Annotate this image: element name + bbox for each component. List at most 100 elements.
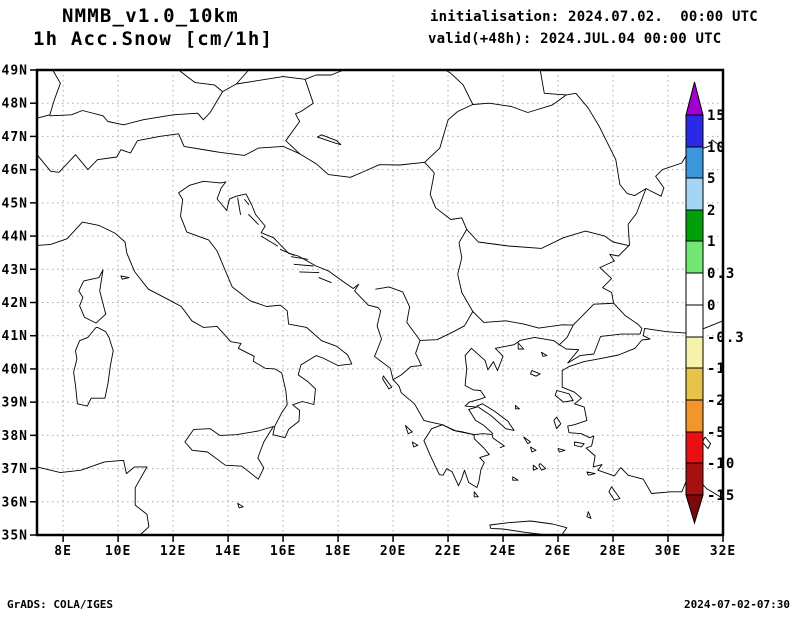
- map-island-peljesac: [318, 277, 332, 284]
- map-border-ukraine-vert: [539, 69, 567, 96]
- map-island-rhodes: [608, 486, 621, 501]
- y-axis-label: 37N: [2, 462, 28, 477]
- map-island-dugi: [260, 235, 279, 247]
- map-border-serbia-romania: [424, 161, 468, 230]
- map-coast-italy: [36, 180, 353, 439]
- y-axis-label: 35N: [2, 529, 28, 544]
- map-coast-thrace-marmara: [558, 302, 643, 364]
- map-border-czech-spur: [235, 69, 250, 85]
- map-island-skyros: [514, 405, 520, 410]
- colorbar-segment: [685, 177, 704, 211]
- map-island-malta: [237, 502, 244, 509]
- colorbar-arrow-up: [685, 81, 704, 116]
- x-axis-label: 28E: [600, 544, 626, 559]
- colorbar-segment: [685, 272, 704, 306]
- colorbar-segment: [685, 336, 704, 369]
- y-axis-label: 38N: [2, 429, 28, 444]
- colorbar-segment: [685, 462, 704, 496]
- map-island-zakynthos: [411, 441, 419, 448]
- map-island-ikaria: [557, 448, 566, 453]
- map-island-cres: [237, 197, 241, 215]
- map-island-naxos: [538, 463, 547, 471]
- map-lake-balaton: [316, 134, 342, 146]
- grads-credit: GrADS: COLA/IGES: [7, 598, 113, 611]
- colorbar-label: -2: [707, 393, 726, 409]
- map-coast-corsica: [78, 269, 107, 324]
- map-island-samos: [574, 441, 585, 448]
- colorbar-label: -5: [707, 425, 726, 441]
- colorbar-label: -10: [707, 456, 735, 472]
- x-axis-label: 10E: [105, 544, 131, 559]
- colorbar-label: 0.3: [707, 266, 735, 282]
- map-coast-crete: [489, 520, 568, 536]
- map-island-samothrace: [541, 351, 548, 357]
- map-border-yugo-greece: [419, 311, 474, 341]
- x-axis-label: 22E: [435, 544, 461, 559]
- x-axis-label: 20E: [380, 544, 406, 559]
- map-island-krk: [244, 199, 250, 205]
- map-coast-east-adriatic: [216, 181, 505, 449]
- render-timestamp: 2024-07-02-07:30: [684, 598, 790, 611]
- init-time-line: initialisation: 2024.07.02. 00:00 UTC: [430, 9, 758, 25]
- map-island-solta: [279, 248, 295, 256]
- map-island-korcula: [299, 271, 320, 274]
- map-island-milos: [512, 476, 519, 481]
- colorbar-segment: [685, 114, 704, 148]
- map-border-rhine: [36, 69, 61, 119]
- map-island-kefalonia: [404, 424, 413, 435]
- map-island-kos: [586, 471, 596, 476]
- colorbar-label: -1: [707, 361, 726, 377]
- product-title: 1h Acc.Snow [cm/1h]: [33, 28, 274, 50]
- map-border-romania: [472, 92, 647, 197]
- y-axis-label: 39N: [2, 396, 28, 411]
- x-axis-label: 30E: [655, 544, 681, 559]
- model-title: NMMB_v1.0_10km: [62, 5, 239, 27]
- y-axis-label: 47N: [2, 130, 28, 145]
- map-border-evros: [558, 324, 574, 346]
- map-island-pag: [248, 214, 259, 225]
- y-axis-label: 36N: [2, 495, 28, 510]
- x-axis-label: 26E: [545, 544, 571, 559]
- colorbar-segment: [685, 304, 704, 338]
- map-island-paros: [532, 464, 538, 471]
- map-island-thasos: [517, 342, 525, 350]
- map-coast-sardinia: [73, 326, 114, 407]
- map-coast-marmara-south: [561, 327, 651, 372]
- x-axis-label: 32E: [710, 544, 736, 559]
- map-border-italy-north: [36, 133, 301, 173]
- y-axis-label: 42N: [2, 296, 28, 311]
- colorbar-label: 10: [707, 140, 726, 156]
- map-border-serbia-bulgaria: [457, 228, 474, 312]
- map-island-kythira: [473, 491, 479, 498]
- y-axis-label: 41N: [2, 329, 28, 344]
- x-axis-label: 12E: [160, 544, 186, 559]
- map-island-andros: [523, 436, 531, 445]
- y-axis-label: 45N: [2, 196, 28, 211]
- map-coast-tunisia: [36, 459, 150, 536]
- colorbar-segment: [685, 399, 704, 433]
- map-coast-peloponnese: [423, 424, 490, 488]
- map-coast-turkey-aegean: [561, 370, 724, 499]
- x-axis-label: 8E: [54, 544, 72, 559]
- colorbar-segment: [685, 209, 704, 242]
- colorbar-label: -0.3: [707, 330, 745, 346]
- map-border-albania: [375, 286, 422, 381]
- y-axis-label: 46N: [2, 163, 28, 178]
- y-axis-label: 40N: [2, 362, 28, 377]
- map-frame: [35, 68, 725, 537]
- map-island-karpathos: [586, 511, 592, 519]
- colorbar-arrow-down: [685, 494, 704, 525]
- colorbar-segment: [685, 367, 704, 401]
- map-island-limnos: [530, 370, 541, 377]
- x-axis-label: 16E: [270, 544, 296, 559]
- colorbar-label: 5: [707, 171, 716, 187]
- map-island-corfu: [382, 375, 393, 390]
- y-axis-label: 49N: [2, 64, 28, 79]
- y-axis-label: 44N: [2, 230, 28, 245]
- x-axis-label: 14E: [215, 544, 241, 559]
- x-axis-label: 18E: [325, 544, 351, 559]
- colorbar-label: 1: [707, 234, 716, 250]
- colorbar-segment: [685, 431, 704, 464]
